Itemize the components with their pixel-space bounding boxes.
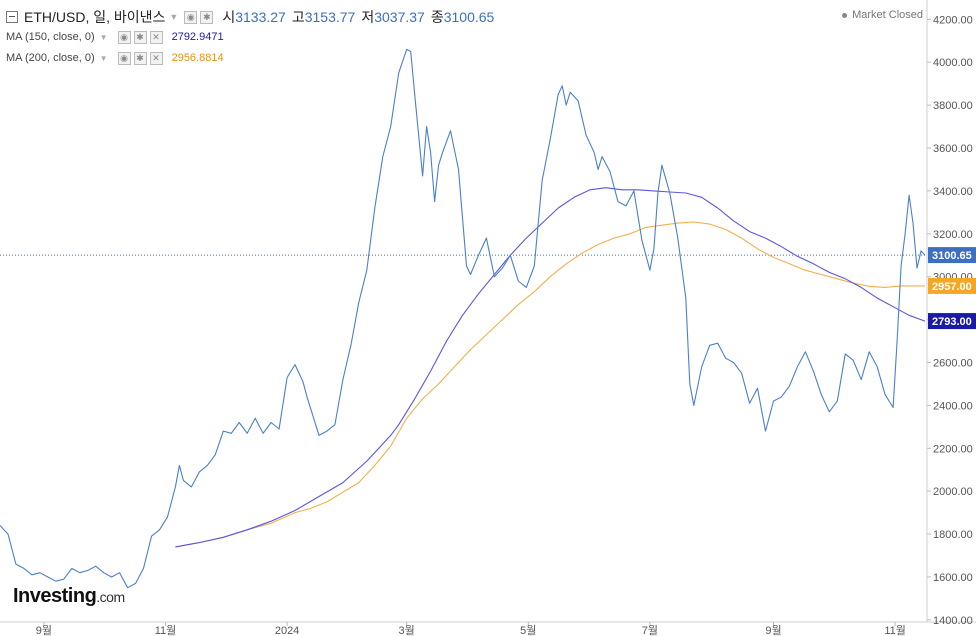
ma200-tag: 2957.00	[932, 281, 972, 293]
gear-icon[interactable]: ✱	[200, 10, 214, 24]
x-tick-label: 9월	[765, 624, 781, 636]
value-tags: 3100.65 2957.00 2793.00	[928, 247, 976, 330]
status-dot-icon	[842, 12, 848, 18]
low-label: 저	[361, 9, 375, 25]
chevron-down-icon[interactable]: ▼	[169, 12, 179, 22]
ma150-layer	[175, 187, 926, 548]
indicator-ma200-value: 2956.8814	[171, 52, 224, 64]
x-tick-label: 2024	[275, 625, 299, 636]
x-tick-label: 11월	[155, 624, 177, 636]
y-tick-label: 2000.00	[933, 486, 973, 498]
y-tick-label: 1800.00	[933, 529, 973, 541]
price-tag-bg	[928, 247, 976, 264]
y-tick-label: 3600.00	[933, 143, 973, 155]
gear-icon[interactable]: ✱	[133, 51, 147, 65]
price-line	[0, 48, 926, 589]
eye-icon[interactable]: ◉	[117, 30, 131, 44]
indicator-ma150-value: 2792.9471	[171, 31, 224, 43]
x-tick-label: 5월	[520, 624, 536, 636]
chart-header: ETH/USD, 일, 바이낸스 ▼ ◉ ✱ 시 3133.27 고 3153.…	[6, 6, 494, 28]
x-tick-label: 11월	[884, 624, 906, 636]
open-value: 3133.27	[235, 9, 286, 25]
y-tick-label: 1600.00	[933, 572, 973, 584]
price-tag: 3100.65	[932, 250, 972, 262]
price-layer	[0, 48, 926, 589]
y-tick-label: 3200.00	[933, 229, 973, 241]
high-label: 고	[291, 9, 305, 25]
close-label: 종	[430, 9, 444, 25]
ma200-line	[175, 221, 925, 548]
ma200-layer	[175, 221, 925, 548]
symbol-label[interactable]: ETH/USD, 일, 바이낸스	[24, 9, 166, 25]
ma150-tag: 2793.00	[932, 316, 972, 328]
y-tick-label: 2400.00	[933, 400, 973, 412]
ma150-tag-bg	[928, 313, 976, 330]
y-tick-label: 2600.00	[933, 357, 973, 369]
eye-icon[interactable]: ◉	[184, 10, 198, 24]
ma150-line	[175, 187, 926, 548]
gear-icon[interactable]: ✱	[133, 30, 147, 44]
logo-suffix: .com	[96, 589, 125, 605]
investing-logo: Investing.com	[13, 585, 125, 608]
chevron-down-icon[interactable]: ▼	[99, 32, 108, 42]
indicator-ma150[interactable]: MA (150, close, 0) ▼ ◉ ✱ ✕ 2792.9471	[6, 29, 224, 45]
close-icon[interactable]: ✕	[149, 51, 163, 65]
high-value: 3153.77	[304, 9, 356, 25]
market-status-label: Market Closed	[852, 9, 923, 21]
eye-icon[interactable]: ◉	[117, 51, 131, 65]
y-tick-label: 2200.00	[933, 443, 973, 455]
y-tick-label: 3400.00	[933, 186, 973, 198]
y-tick-label: 4000.00	[933, 57, 973, 69]
ma200-tag-bg	[928, 277, 976, 294]
chevron-down-icon[interactable]: ▼	[99, 53, 108, 63]
close-icon[interactable]: ✕	[149, 30, 163, 44]
open-label: 시	[222, 9, 236, 25]
collapse-icon[interactable]	[6, 11, 18, 23]
low-value: 3037.37	[374, 9, 425, 25]
y-tick-label: 1400.00	[933, 615, 973, 627]
close-value: 3100.65	[443, 9, 495, 25]
y-tick-label: 4200.00	[933, 14, 973, 26]
x-tick-label: 9월	[36, 624, 52, 636]
x-tick-label: 3월	[399, 624, 415, 636]
indicator-ma200-label[interactable]: MA (200, close, 0)	[6, 52, 95, 64]
market-status: Market Closed	[842, 9, 923, 21]
logo-text: Investing	[13, 585, 97, 607]
indicator-ma150-label[interactable]: MA (150, close, 0)	[6, 31, 95, 43]
indicator-ma200[interactable]: MA (200, close, 0) ▼ ◉ ✱ ✕ 2956.8814	[6, 50, 224, 66]
x-tick-label: 7월	[642, 624, 658, 636]
y-tick-label: 3800.00	[933, 100, 973, 112]
